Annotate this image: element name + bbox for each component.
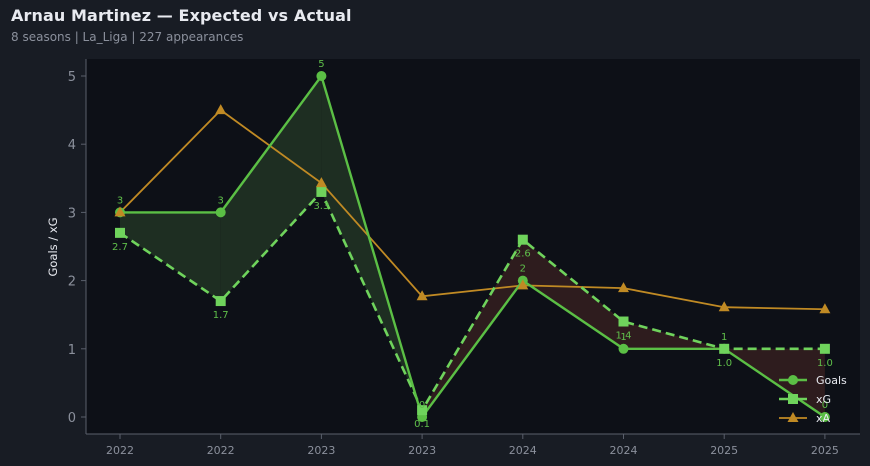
x-tick-label: 2024	[610, 444, 638, 457]
goals-marker	[618, 343, 629, 354]
xg-data-label: 1.0	[817, 358, 833, 369]
goals-data-label: 2	[520, 264, 526, 275]
xa-marker	[718, 301, 730, 312]
xg-marker	[517, 234, 528, 245]
xg-marker	[417, 405, 428, 416]
goals-data-label: 1	[620, 332, 626, 343]
xg-marker	[618, 316, 629, 327]
y-tick-label: 0	[68, 411, 76, 426]
x-tick-label: 2023	[408, 444, 436, 457]
fill-region	[623, 321, 725, 349]
fill-region	[120, 212, 221, 302]
xa-marker	[114, 206, 126, 217]
legend-label: Goals	[816, 374, 847, 387]
fill-region	[522, 239, 624, 349]
xg-data-label: 1.0	[716, 358, 732, 369]
y-tick-label: 3	[68, 206, 76, 221]
goals-data-label: 1	[721, 332, 727, 343]
xa-marker	[819, 303, 831, 314]
legend-item-goals: Goals	[779, 374, 847, 387]
y-tick-label: 1	[68, 343, 76, 358]
xa-marker	[215, 104, 227, 115]
y-axis-label: Goals / xG	[46, 217, 60, 276]
xa-marker	[315, 177, 327, 188]
legend-label: xG	[816, 393, 831, 406]
xg-marker	[719, 343, 730, 354]
chart-title: Arnau Martinez — Expected vs Actual	[11, 6, 352, 25]
goals-marker	[316, 71, 327, 81]
legend-square-icon	[788, 394, 798, 404]
fill-region	[220, 76, 322, 302]
series-lines	[114, 71, 831, 422]
data-labels: 3 3 5 0 2 1 1 0 2.7 1.7 3.3 0.1 2.6 1.4 1.0 1.0	[112, 59, 833, 430]
xg-data-label: 0.1	[414, 419, 430, 430]
xg-line	[119, 189, 825, 413]
xg-data-label: 2.7	[112, 242, 128, 253]
goals-data-label: 3	[117, 195, 123, 206]
y-tick-label: 4	[68, 138, 76, 153]
xa-marker	[416, 290, 428, 301]
goals-line	[120, 73, 826, 420]
goals-data-label: 5	[318, 59, 324, 70]
legend-item-xg: xG	[779, 393, 831, 406]
xg-marker	[819, 343, 830, 354]
fill-region	[422, 239, 523, 417]
xa-marker	[517, 279, 529, 290]
x-tick-label: 2023	[307, 444, 335, 457]
legend-label: xA	[816, 412, 831, 425]
goals-marker	[215, 207, 226, 218]
legend-triangle-icon	[787, 412, 799, 422]
xg-data-label: 3.3	[313, 201, 329, 212]
y-tick-label: 2	[68, 275, 76, 290]
y-tick-label: 5	[68, 70, 76, 85]
goals-data-label: 3	[218, 195, 224, 206]
x-tick-label: 2025	[811, 444, 839, 457]
legend-item-xa: xA	[779, 412, 831, 425]
xa-line	[119, 108, 825, 311]
xg-data-label: 1.7	[213, 310, 229, 321]
x-tick-label: 2024	[509, 444, 537, 457]
xg-marker	[316, 186, 327, 197]
xg-data-label: 1.4	[616, 331, 632, 342]
xg-marker	[115, 227, 125, 238]
xa-marker	[618, 282, 629, 293]
xg-data-label: 2.6	[515, 249, 531, 260]
legend: Goals xG xA	[779, 374, 847, 425]
xg-marker	[215, 296, 226, 307]
x-tick-label: 2025	[710, 444, 738, 457]
goals-data-label: 0	[419, 400, 425, 411]
x-tick-label: 2022	[207, 444, 235, 457]
x-tick-label: 2022	[106, 444, 134, 457]
goals-data-label: 0	[822, 400, 828, 411]
axes: 0 1 2 3 4 5 2022 2022 2023 2023 2024 2024 2025 2025 Go…	[46, 59, 860, 457]
chart-subtitle: 8 seasons | La_Liga | 227 appearances	[11, 30, 244, 44]
goals-marker	[819, 412, 830, 422]
legend-circle-icon	[788, 375, 798, 385]
